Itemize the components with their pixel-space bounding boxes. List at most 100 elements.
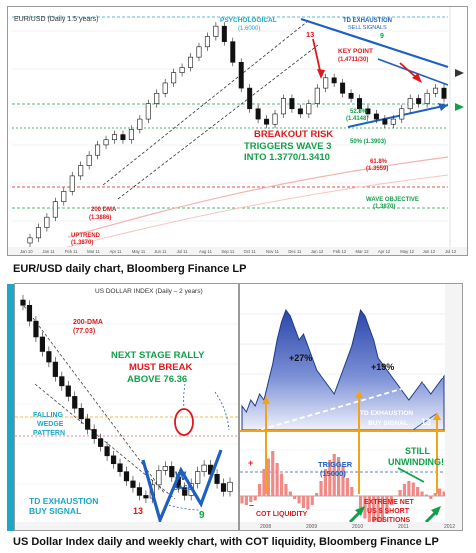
- dxy-candle: [220, 483, 227, 492]
- eurusd-candle: [247, 87, 253, 110]
- falling-wedge-line2: WEDGE: [37, 421, 64, 428]
- cot-liquidity-bar: [420, 491, 424, 496]
- cot-liquidity-bar: [411, 482, 415, 496]
- still-line1: STILL: [405, 446, 430, 456]
- cot-liquidity-bar: [266, 458, 270, 496]
- dxy-candle: [39, 336, 46, 352]
- eurusd-month-tick: Jan 12: [311, 249, 324, 254]
- cot-liquidity-bar: [376, 496, 380, 529]
- cot-liquidity-bar: [341, 466, 345, 496]
- cot-liquidity-bar: [249, 496, 253, 502]
- eurusd-month-tick: Mar 11: [87, 249, 100, 254]
- minus-sign: –: [249, 500, 254, 510]
- cot-liquidity-bar: [367, 496, 371, 526]
- dxy-candle: [52, 361, 58, 377]
- eurusd-month-tick: Sep 11: [221, 249, 235, 254]
- caption-bottom: US Dollar Index daily and weekly chart, …: [13, 536, 439, 548]
- cot-liquidity-bar: [328, 460, 332, 496]
- eurusd-candle: [204, 36, 210, 48]
- eurusd-candle: [272, 113, 278, 125]
- eurusd-candle: [382, 118, 388, 125]
- fib-61-value: (1.3559): [366, 166, 388, 172]
- eurusd-candle: [95, 144, 101, 156]
- usd-year-tick: 2011: [398, 524, 409, 530]
- eurusd-candle: [357, 98, 363, 110]
- dxy-td-line2: BUY SIGNAL: [29, 506, 81, 516]
- cot-liquidity-bar: [279, 473, 284, 496]
- dma200-label: 200 DMA: [91, 207, 117, 213]
- dxy-candle: [78, 407, 84, 420]
- dxy-title: US DOLLAR INDEX (Daily – 2 years): [95, 288, 203, 295]
- eurusd-title: EUR/USD (Daily 1.5 years): [14, 16, 98, 23]
- cot-liquidity-bar: [358, 496, 363, 508]
- eurusd-candle: [120, 134, 126, 141]
- eurusd-month-tick: Nov 11: [266, 249, 280, 254]
- dma200-value: (1.3886): [89, 215, 111, 221]
- eurusd-candle: [61, 191, 67, 202]
- plus19-label: +19%: [371, 362, 394, 372]
- eurusd-candle: [171, 72, 177, 84]
- breakout-line1: BREAKOUT RISK: [254, 129, 333, 140]
- dxy-td-line1: TD EXHAUSTION: [29, 496, 98, 506]
- falling-wedge-line3: PATTERN: [33, 430, 65, 437]
- dxy-candle: [214, 474, 220, 484]
- dxy-candle: [201, 464, 207, 472]
- cot-liquidity-bar: [253, 496, 257, 501]
- uptrend-value: (1.3870): [71, 240, 93, 246]
- wave-objective-label: WAVE OBJECTIVE: [366, 197, 419, 203]
- dxy-candle: [26, 304, 33, 322]
- eurusd-candle: [348, 92, 354, 99]
- eurusd-month-tick: Jan 10: [20, 249, 33, 254]
- usd-td-thirteen: 13: [421, 417, 431, 427]
- dxy-candle: [110, 455, 117, 465]
- dxy-candle: [169, 466, 175, 478]
- dxy-candle: [59, 376, 65, 387]
- eurusd-candle: [390, 118, 396, 125]
- eurusd-candle: [340, 82, 346, 94]
- dxy-candle: [20, 299, 26, 306]
- extreme-line2: US $ SHORT: [367, 508, 410, 515]
- eurusd-candle: [179, 67, 185, 73]
- cot-liquidity-bar: [429, 496, 433, 499]
- fib-50-label: 50% (1.3903): [350, 139, 386, 145]
- eurusd-month-tick: Jul 11: [177, 249, 189, 254]
- eurusd-candle: [230, 41, 236, 63]
- cot-liquidity-bar: [350, 487, 354, 496]
- cot-liquidity-bar: [306, 496, 310, 510]
- cot-liquidity-bar: [372, 496, 376, 530]
- eurusd-candle: [44, 216, 50, 228]
- usd-weekly-chart: 2008 2009 2010 2011 2012 US$ INDEX (Weekly) …: [240, 284, 462, 530]
- cot-liquidity-bar: [380, 496, 385, 523]
- plus27-label: +27%: [289, 353, 312, 363]
- dxy-candle: [65, 385, 71, 397]
- eurusd-candle: [238, 62, 244, 89]
- cot-liquidity-bar: [332, 454, 336, 496]
- eurusd-candle: [221, 25, 227, 42]
- td-sell-signals-label: SELL SIGNALS: [348, 25, 387, 31]
- cot-liquidity-bar: [398, 490, 402, 496]
- eurusd-chart-panel: Jan 10 Jan 11 Feb 11 Mar 11 Apr 11 May 11 Jun …: [7, 6, 468, 256]
- cot-liquidity-bar: [424, 494, 429, 496]
- dxy-daily-chart: US DOLLAR INDEX (Daily – 2 years) 200-DM…: [15, 284, 238, 530]
- eurusd-candle: [35, 227, 41, 239]
- eurusd-candle: [27, 237, 33, 244]
- cot-liquidity-bar: [257, 484, 262, 496]
- cot-liquidity-label: COT LIQUIDITY: [256, 511, 308, 518]
- eurusd-candle: [69, 175, 75, 192]
- eurusd-candle: [314, 87, 320, 104]
- eurusd-candle: [162, 82, 168, 94]
- eurusd-candle: [128, 129, 134, 141]
- usd-weekly-subtitle: (Weekly): [248, 297, 275, 304]
- dxy-candle: [85, 418, 91, 430]
- extreme-line3: POSITIONS: [372, 517, 410, 524]
- usd-td-line1: TD EXHAUSTION: [360, 410, 413, 417]
- eurusd-month-tick: Jul 12: [445, 249, 457, 254]
- eurusd-month-tick: May 12: [400, 249, 414, 254]
- cot-liquidity-bar: [240, 496, 244, 504]
- still-line2: UNWINDING!: [388, 457, 444, 467]
- usd-weekly-title: US$ INDEX: [245, 289, 282, 296]
- dxy-candle: [123, 471, 130, 482]
- eurusd-candle: [103, 139, 109, 146]
- eurusd-chart: Jan 10 Jan 11 Feb 11 Mar 11 Apr 11 May 11 Jun …: [8, 7, 467, 255]
- dxy-dma-value: (77.03): [73, 328, 95, 335]
